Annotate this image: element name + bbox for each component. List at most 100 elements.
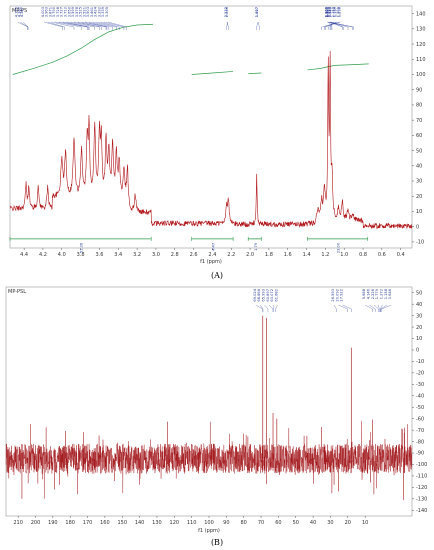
y-tick-label: -20: [416, 371, 424, 377]
y-tick-label: -80: [416, 439, 424, 445]
x-tick-label: 2.2: [227, 252, 235, 258]
x-tick-label: 160: [100, 520, 110, 526]
peak-label: 1.158: [384, 288, 388, 299]
peak-label: 0.900: [324, 6, 328, 17]
peak-label: 2.226: [371, 288, 375, 299]
peak-label: 0.910: [327, 6, 331, 17]
integral-value: 1.79: [254, 242, 258, 251]
x-axis-label: f1 (ppm): [198, 528, 220, 534]
y-tick-label: -140: [416, 508, 427, 514]
caption-a: (A): [210, 271, 224, 280]
y-tick-label: 30: [416, 179, 422, 185]
sample-label: MP-PSL: [8, 289, 26, 295]
x-tick-label: 2.4: [208, 252, 216, 258]
proton-nmr-chart: MP-PS -10 0 10 20 30 40 50 60 70 80 90 100 110 120 130 1…: [9, 5, 426, 265]
peak-label: 3.525: [79, 7, 83, 17]
x-tick-label: 70: [258, 520, 264, 526]
peak-label: 4.347: [20, 7, 24, 17]
x-tick-label: 10: [362, 520, 368, 526]
peak-label-connector: [43, 21, 63, 30]
x-tick-label: 0.6: [378, 252, 386, 258]
peak-label: 2.246: [225, 6, 229, 17]
peak-label: 3.305: [105, 7, 109, 17]
peak-label: 1.020: [328, 6, 332, 17]
peak-label-connector: [378, 304, 380, 312]
peak-label: 20.092: [335, 289, 339, 302]
y-tick-label: -70: [416, 428, 424, 434]
peak-label: 4.367: [17, 7, 21, 17]
peak-label-connector: [264, 304, 269, 312]
y-tick-label: -110: [416, 474, 427, 480]
y-tick-label: 110: [416, 57, 426, 63]
peak-label-connector: [330, 21, 343, 30]
y-tick-label: 60: [416, 133, 422, 139]
y-tick-label: -10: [416, 359, 424, 365]
peak-label-connector: [58, 21, 88, 30]
y-tick-label: 50: [416, 148, 422, 154]
y-tick-label: -100: [416, 462, 427, 468]
x-tick-label: 1.4: [303, 252, 311, 258]
peak-label: 3.461: [90, 7, 94, 17]
x-tick-label: 2.6: [190, 252, 198, 258]
peak-label: 1.143: [328, 7, 332, 17]
y-tick-label: 80: [416, 103, 422, 109]
x-tick-label: 2.0: [246, 252, 254, 258]
y-tick-label: 40: [416, 302, 422, 308]
sample-label: MP-PS: [12, 8, 27, 14]
peak-label: 3.521: [82, 7, 86, 17]
x-tick-label: 3.2: [133, 252, 141, 258]
peak-label: 3.963: [45, 7, 49, 17]
y-tick-label: 120: [416, 42, 426, 48]
peak-label: 3.727: [60, 7, 64, 17]
x-tick-label: 150: [117, 520, 127, 526]
x-tick-label: 3.8: [77, 252, 85, 258]
peak-label: 1.779: [375, 288, 379, 299]
peak-label-connector: [365, 304, 373, 312]
peak-label: 0.963: [326, 7, 330, 17]
peak-label: 4.146: [366, 288, 370, 299]
peak-label-connector: [107, 21, 127, 30]
peak-label-connector: [268, 304, 274, 312]
x-tick-label: 4.2: [39, 252, 47, 258]
peak-label: 65.993: [262, 289, 266, 302]
peak-label-connector: [96, 21, 117, 30]
y-tick-label: -120: [416, 485, 427, 491]
peak-label-connector: [257, 21, 260, 30]
y-tick-label: 30: [416, 313, 422, 319]
x-tick-label: 20: [345, 520, 351, 526]
peak-label-connector: [77, 21, 102, 30]
x-tick-label: 0.8: [359, 252, 367, 258]
y-tick-label: 0: [416, 348, 419, 354]
y-tick-label: 90: [416, 87, 422, 93]
peak-label-connector: [55, 21, 82, 30]
peak-label: 3.339: [101, 6, 105, 17]
x-tick-label: 4.0: [58, 252, 66, 258]
x-tick-label: 1.2: [321, 252, 329, 258]
spectrum-panel-a: MP-PS -10 0 10 20 30 40 50 60 70 80 90 100 110 120 130 1…: [0, 0, 434, 270]
peak-label-connector: [255, 304, 263, 312]
integral-curve-segment: [307, 63, 369, 71]
peak-label-connector: [342, 304, 352, 312]
x-tick-label: 90: [223, 520, 229, 526]
peak-label: 1.238: [337, 6, 341, 17]
caption-b: (B): [210, 538, 224, 547]
peak-label-connector: [381, 304, 392, 312]
carbon-nmr-chart: MP-PSL-140-130-120-110-100-90-80-70-60-5…: [5, 286, 427, 534]
peak-label: 2.232: [224, 7, 228, 17]
peak-label-connector: [329, 21, 334, 30]
peak-label: 3.503: [86, 7, 90, 17]
peak-label-connector: [104, 21, 125, 30]
peak-label: 1.149: [331, 6, 335, 17]
peak-label-connector: [369, 304, 376, 312]
x-tick-label: 120: [170, 520, 180, 526]
y-tick-label: -130: [416, 497, 427, 503]
y-tick-label: 40: [416, 164, 422, 170]
peak-label: 1.197: [334, 7, 338, 17]
peak-label-connector: [226, 21, 229, 30]
peak-label-connector: [66, 21, 90, 30]
peak-label: 17.922: [340, 289, 344, 302]
peak-label: 69.024: [253, 288, 257, 301]
x-axis-label: f1 (ppm): [200, 259, 222, 265]
peak-label-connector: [328, 21, 333, 30]
peak-label: 68.866: [257, 288, 261, 301]
